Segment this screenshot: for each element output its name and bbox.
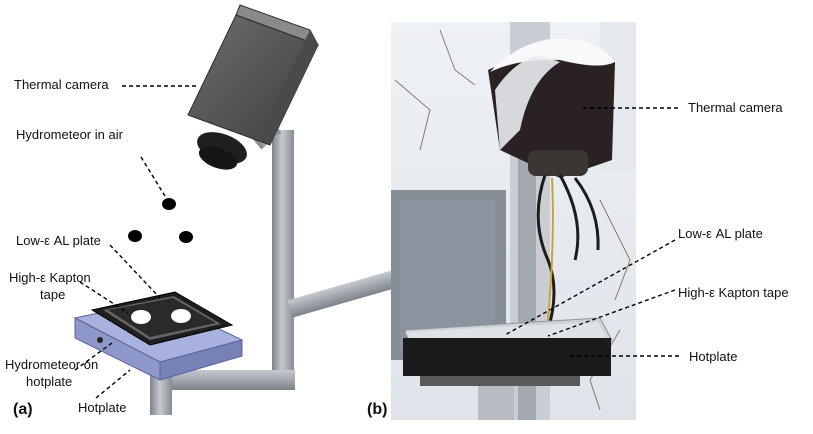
label-hydrometeor-hotplate-line1: Hydrometeor on [5,357,99,372]
label-hydrometeor-hotplate-line2: hotplate [26,374,73,389]
panel-b-tag: (b) [367,401,388,418]
label-hotplate-a: Hotplate [78,400,127,415]
thermal-camera-model [187,4,320,170]
label-high-e-tape-a-line2: tape [40,287,66,302]
label-low-e-plate-b: Low-ε AL plate [678,226,763,241]
hydrometeors-air [128,198,193,243]
label-high-e-tape-a-line1: High-ε Kapton [9,270,91,285]
label-high-e-tape-b: High-ε Kapton tape [678,285,789,300]
panel-a-leaders [74,85,198,399]
label-hotplate-b: Hotplate [689,349,738,364]
aluminum-plate-model [90,291,234,346]
label-low-e-plate-a: Low-ε AL plate [16,233,101,248]
label-thermal-camera-b: Thermal camera [688,100,783,115]
label-thermal-camera-a: Thermal camera [14,77,109,92]
label-hydrometeor-air: Hydrometeor in air [16,127,123,142]
panel-a-tag: (a) [13,401,33,418]
